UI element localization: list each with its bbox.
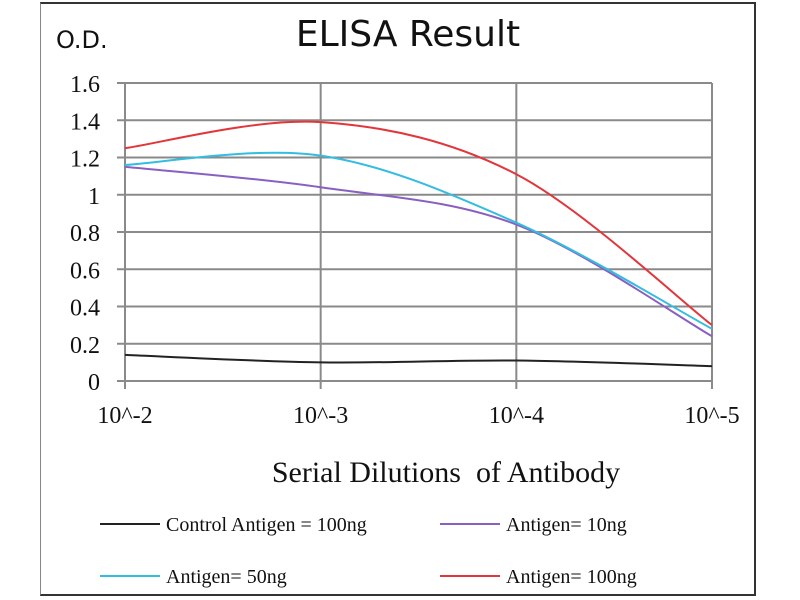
x-tick-label: 10^-5 [684,403,739,429]
y-axis-label: O.D. [56,26,108,54]
y-tick-label: 1.4 [70,109,100,135]
legend-label: Antigen= 50ng [166,566,287,588]
x-tick-label: 10^-3 [293,403,348,429]
x-tick-label: 10^-4 [489,403,544,429]
legend-label: Antigen= 100ng [506,566,637,588]
y-tick-label: 0.6 [70,258,100,284]
y-tick-label: 1 [88,184,100,210]
legend-label: Antigen= 10ng [506,514,627,536]
y-tick-label: 1.6 [70,72,100,98]
x-axis-label: Serial Dilutions of Antibody [272,456,620,489]
chart-frame [40,2,756,596]
y-tick-label: 0.2 [70,333,100,359]
chart-title: ELISA Result [296,14,520,55]
legend-item: Antigen= 10ng [440,514,627,536]
legend-label: Control Antigen = 100ng [166,514,367,536]
y-tick-label: 0 [88,370,100,396]
y-tick-label: 0.4 [70,296,100,322]
y-tick-label: 1.2 [70,147,100,173]
series-line-3 [124,120,713,326]
legend-item: Antigen= 50ng [100,566,287,588]
x-tick-label: 10^-2 [97,403,152,429]
legend-item: Antigen= 100ng [440,566,637,588]
series-line-0 [124,353,713,368]
legend-item: Control Antigen = 100ng [100,514,367,536]
series-line-1 [124,165,713,338]
y-tick-label: 0.8 [70,221,100,247]
series-line-2 [124,151,713,330]
